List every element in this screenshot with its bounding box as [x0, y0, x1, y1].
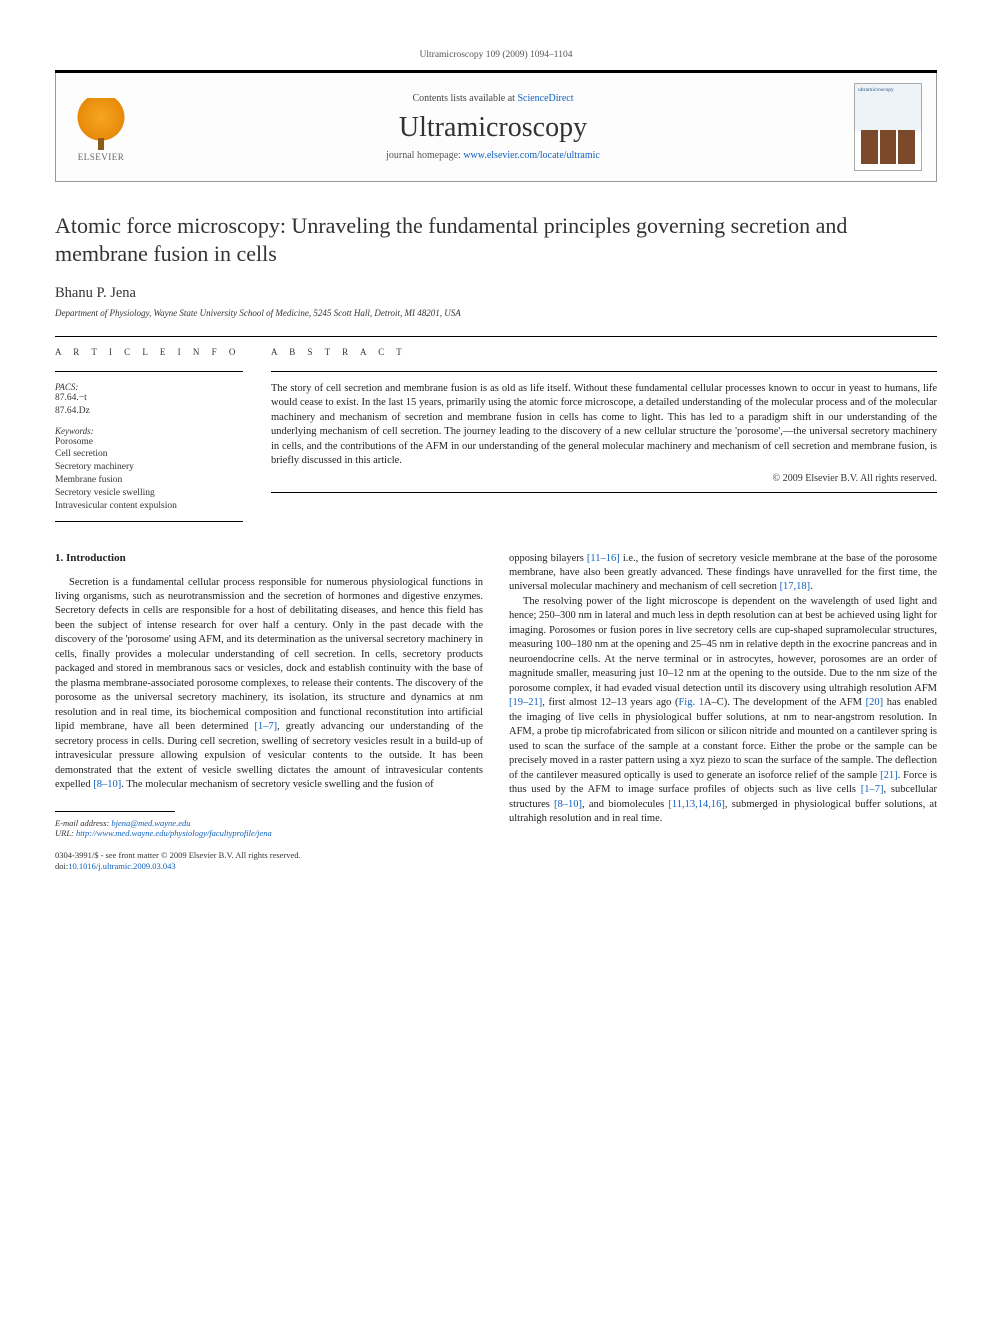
intro-para-2: The resolving power of the light microsc…: [509, 595, 937, 827]
homepage-line: journal homepage: www.elsevier.com/locat…: [146, 150, 840, 161]
article-info-heading: A R T I C L E I N F O: [55, 347, 243, 357]
p3c: A–C). The development of the AFM: [704, 697, 866, 708]
homepage-prefix: journal homepage:: [386, 150, 463, 161]
pacs-code-1: 87.64.−t: [55, 392, 243, 405]
email-label: E-mail address:: [55, 818, 111, 828]
article-title: Atomic force microscopy: Unraveling the …: [55, 212, 937, 267]
body-two-column: 1. Introduction Secretion is a fundament…: [55, 552, 937, 873]
pacs-code-2: 87.64.Dz: [55, 405, 243, 418]
p1c: . The molecular mechanism of secretory v…: [121, 779, 433, 790]
abstract-copyright: © 2009 Elsevier B.V. All rights reserved…: [271, 473, 937, 484]
intro-para-1-cont: opposing bilayers [11–16] i.e., the fusi…: [509, 552, 937, 595]
keywords-label: Keywords:: [55, 426, 243, 436]
ref-8-10-b[interactable]: [8–10]: [554, 799, 582, 810]
abstract-heading: A B S T R A C T: [271, 347, 937, 357]
abstract-block: A B S T R A C T The story of cell secret…: [271, 347, 937, 513]
ref-20[interactable]: [20]: [866, 697, 884, 708]
elsevier-tree-icon: [75, 98, 127, 146]
column-right: opposing bilayers [11–16] i.e., the fusi…: [509, 552, 937, 873]
ref-21[interactable]: [21]: [880, 770, 898, 781]
ref-17-18[interactable]: [17,18]: [780, 581, 811, 592]
doi-prefix: doi:: [55, 861, 68, 871]
ref-8-10[interactable]: [8–10]: [93, 779, 121, 790]
author-url-link[interactable]: http://www.med.wayne.edu/physiology/facu…: [76, 828, 272, 838]
p3b: , first almost 12–13 years ago (: [542, 697, 678, 708]
intro-para-1: Secretion is a fundamental cellular proc…: [55, 576, 483, 793]
p2a: opposing bilayers: [509, 553, 587, 564]
keyword-2: Cell secretion: [55, 448, 243, 461]
ref-11-13-14-16[interactable]: [11,13,14,16]: [668, 799, 724, 810]
pacs-label: PACS:: [55, 382, 243, 392]
journal-header: ELSEVIER Contents lists available at Sci…: [55, 73, 937, 182]
keyword-4: Membrane fusion: [55, 474, 243, 487]
abstract-text: The story of cell secretion and membrane…: [271, 382, 937, 469]
keyword-6: Intravesicular content expulsion: [55, 500, 243, 513]
abstract-rule: [271, 371, 937, 372]
rule-above-info: [55, 336, 937, 337]
journal-name: Ultramicroscopy: [146, 112, 840, 144]
info-rule: [55, 371, 243, 372]
ref-1-7-b[interactable]: [1–7]: [861, 784, 884, 795]
footnote-rule: [55, 811, 175, 812]
column-left: 1. Introduction Secretion is a fundament…: [55, 552, 483, 873]
author-name: Bhanu P. Jena: [55, 285, 937, 302]
doi-block: 0304-3991/$ - see front matter © 2009 El…: [55, 850, 483, 873]
p3a: The resolving power of the light microsc…: [509, 596, 937, 694]
journal-cover-thumb: ultramicroscopy: [854, 83, 922, 171]
sciencedirect-link[interactable]: ScienceDirect: [517, 93, 573, 104]
keyword-1: Porosome: [55, 436, 243, 449]
email-link[interactable]: bjena@med.wayne.edu: [111, 818, 190, 828]
doi-link[interactable]: 10.1016/j.ultramic.2009.03.043: [68, 861, 175, 871]
ref-11-16[interactable]: [11–16]: [587, 553, 620, 564]
cover-thumb-images: [861, 130, 915, 164]
fig-1-link[interactable]: Fig. 1: [678, 697, 703, 708]
author-url-line: URL: http://www.med.wayne.edu/physiology…: [55, 828, 483, 838]
p3g: , and biomolecules: [582, 799, 668, 810]
contents-prefix: Contents lists available at: [412, 93, 517, 104]
url-label: URL:: [55, 828, 76, 838]
issn-line: 0304-3991/$ - see front matter © 2009 El…: [55, 850, 483, 861]
homepage-link[interactable]: www.elsevier.com/locate/ultramic: [463, 150, 600, 161]
article-info-block: A R T I C L E I N F O PACS: 87.64.−t 87.…: [55, 347, 243, 513]
elsevier-logo: ELSEVIER: [70, 92, 132, 162]
p2c: .: [810, 581, 813, 592]
cover-thumb-title: ultramicroscopy: [858, 87, 894, 93]
keyword-5: Secretory vesicle swelling: [55, 487, 243, 500]
corresponding-email-line: E-mail address: bjena@med.wayne.edu: [55, 818, 483, 828]
author-affiliation: Department of Physiology, Wayne State Un…: [55, 308, 937, 318]
rule-below-abstract: [271, 492, 937, 493]
running-header: Ultramicroscopy 109 (2009) 1094–1104: [55, 50, 937, 60]
p3d: has enabled the imaging of live cells in…: [509, 697, 937, 780]
elsevier-wordmark: ELSEVIER: [78, 152, 125, 162]
rule-below-info: [55, 521, 243, 522]
section-1-heading: 1. Introduction: [55, 552, 483, 564]
p1a: Secretion is a fundamental cellular proc…: [55, 577, 483, 733]
ref-1-7[interactable]: [1–7]: [254, 721, 277, 732]
contents-line: Contents lists available at ScienceDirec…: [146, 93, 840, 104]
keyword-3: Secretory machinery: [55, 461, 243, 474]
ref-19-21[interactable]: [19–21]: [509, 697, 542, 708]
